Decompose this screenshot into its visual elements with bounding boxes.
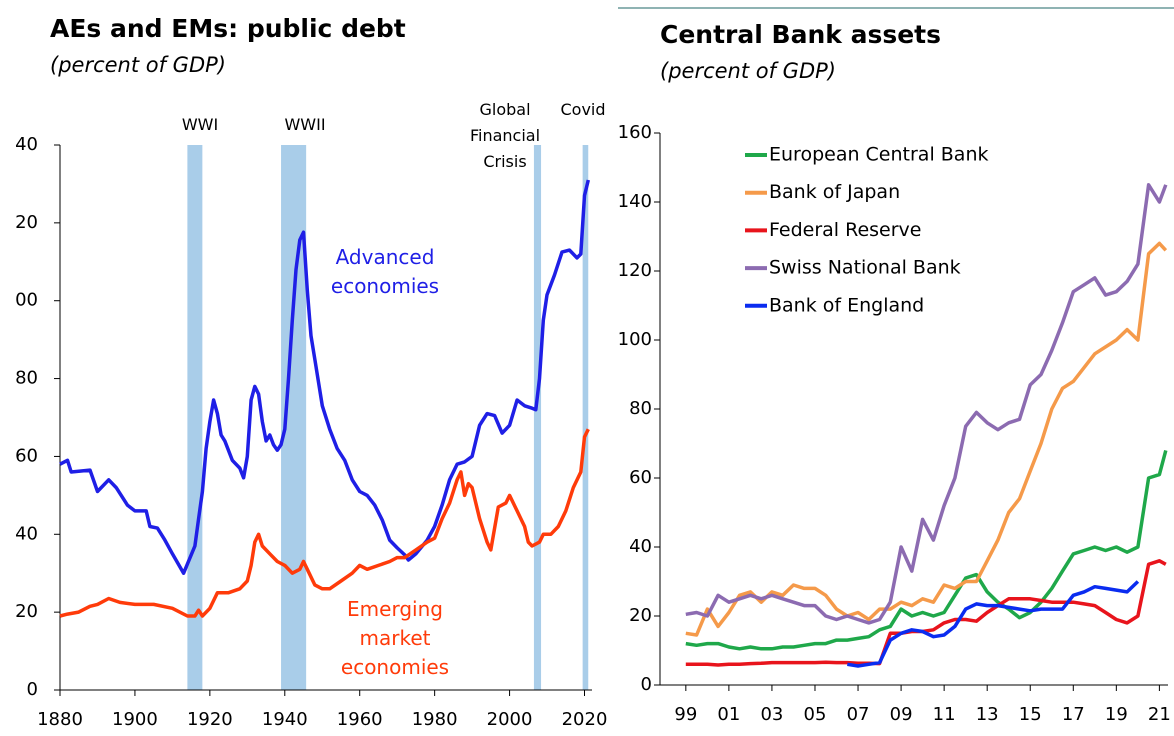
y-tick-label: 60: [629, 467, 652, 488]
y-tick-label: 120: [618, 260, 652, 281]
chart-title: Central Bank assets: [660, 20, 941, 49]
x-tick-label: 05: [804, 704, 827, 725]
chart-subtitle: (percent of GDP): [660, 59, 836, 83]
y-tick-label: 160: [618, 122, 652, 143]
y-tick-label: 40: [629, 536, 652, 557]
y-tick-label: 140: [618, 191, 652, 212]
y-tick-label: 40: [15, 523, 38, 544]
legend-label: Federal Reserve: [769, 219, 921, 241]
y-tick-label: 20: [15, 212, 38, 233]
y-tick-label: 0: [27, 679, 38, 700]
shaded-period: [187, 145, 203, 690]
x-tick-label: 15: [1019, 704, 1042, 725]
x-tick-label: 1940: [262, 709, 308, 730]
legend-label: European Central Bank: [769, 144, 988, 166]
y-tick-label: 20: [629, 605, 652, 626]
x-tick-label: 01: [717, 704, 740, 725]
x-tick-label: 13: [976, 704, 999, 725]
y-tick-label: 00: [15, 290, 38, 311]
series-label: Advanced economies: [331, 245, 439, 298]
series-line: [59, 179, 591, 575]
series-line: [685, 183, 1168, 625]
x-tick-label: 07: [847, 704, 870, 725]
legend-label: Bank of Japan: [769, 181, 900, 203]
period-label: WWII: [284, 115, 325, 134]
series-line: [685, 449, 1168, 651]
series-line: [847, 580, 1140, 668]
legend-label: Bank of England: [769, 294, 924, 316]
series-line: [685, 241, 1168, 637]
shaded-period: [582, 145, 589, 690]
y-tick-label: 100: [618, 329, 652, 350]
x-tick-label: 99: [674, 704, 697, 725]
legend-label: Swiss National Bank: [769, 257, 961, 279]
x-tick-label: 2020: [562, 709, 608, 730]
chart-subtitle: (percent of GDP): [50, 53, 226, 77]
x-tick-label: 1980: [412, 709, 458, 730]
x-tick-label: 21: [1148, 704, 1171, 725]
series-line: [685, 559, 1167, 667]
y-tick-label: 80: [629, 398, 652, 419]
x-tick-label: 17: [1062, 704, 1085, 725]
x-tick-label: 2000: [487, 709, 533, 730]
x-tick-label: 1900: [112, 709, 158, 730]
x-tick-label: 1920: [187, 709, 233, 730]
chart-title: AEs and EMs: public debt: [50, 14, 406, 43]
x-tick-label: 03: [760, 704, 783, 725]
x-tick-label: 09: [890, 704, 913, 725]
series-line: [59, 428, 590, 618]
series-label: Emerging market economies: [341, 597, 449, 679]
y-tick-label: 20: [15, 601, 38, 622]
period-label: Covid: [560, 100, 605, 119]
y-tick-label: 80: [15, 368, 38, 389]
y-tick-label: 40: [15, 134, 38, 155]
period-label: WWI: [182, 115, 218, 134]
x-tick-label: 11: [933, 704, 956, 725]
shaded-period: [533, 145, 542, 690]
x-tick-label: 1880: [37, 709, 83, 730]
x-tick-label: 1960: [337, 709, 383, 730]
x-tick-label: 19: [1105, 704, 1128, 725]
y-tick-label: 0: [641, 674, 652, 695]
period-label: Global Financial Crisis: [470, 100, 540, 171]
y-tick-label: 60: [15, 445, 38, 466]
